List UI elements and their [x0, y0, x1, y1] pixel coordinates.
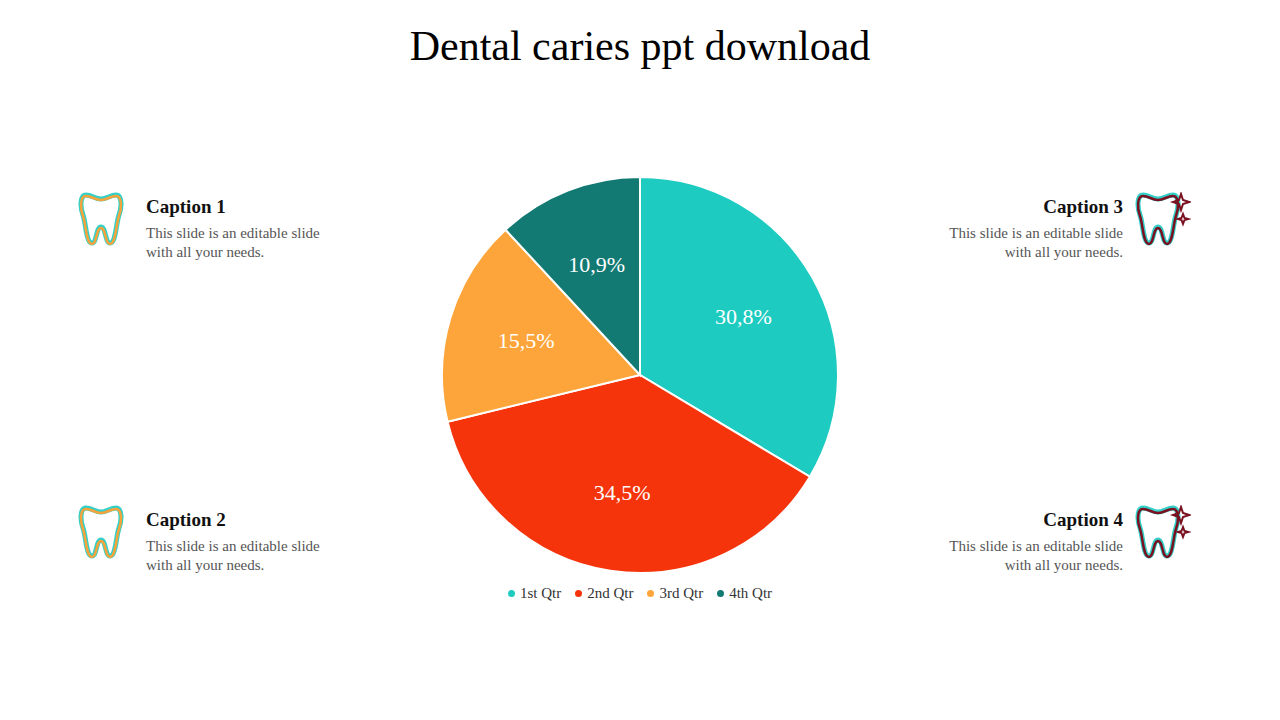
svg-text:10,9%: 10,9%: [568, 252, 625, 277]
svg-text:34,5%: 34,5%: [594, 480, 651, 505]
html-text:1st Qtr: 1st Qtr: [519, 585, 562, 601]
html-text:This slide is an editable slid: This slide is an editable slide with all…: [146, 225, 320, 260]
html-text:This slide is an editable slid: This slide is an editable slide with all…: [949, 538, 1123, 573]
html-text:Caption 3: Caption 3: [1043, 196, 1123, 217]
svg-text:15,5%: 15,5%: [498, 328, 555, 353]
svg-text:30,8%: 30,8%: [715, 304, 772, 329]
html-text:3rd Qtr: 3rd Qtr: [659, 585, 704, 601]
html-text:Caption 1: Caption 1: [146, 196, 226, 217]
html-text:This slide is an editable slid: This slide is an editable slide with all…: [146, 538, 320, 573]
html-text:4th Qtr: 4th Qtr: [729, 585, 773, 601]
html-text:2nd Qtr: 2nd Qtr: [587, 585, 634, 601]
html-text:Dental caries ppt download: Dental caries ppt download: [409, 23, 871, 69]
html-text:Caption 4: Caption 4: [1043, 509, 1123, 530]
html-text:Caption 2: Caption 2: [146, 509, 226, 530]
html-text:This slide is an editable slid: This slide is an editable slide with all…: [949, 225, 1123, 260]
